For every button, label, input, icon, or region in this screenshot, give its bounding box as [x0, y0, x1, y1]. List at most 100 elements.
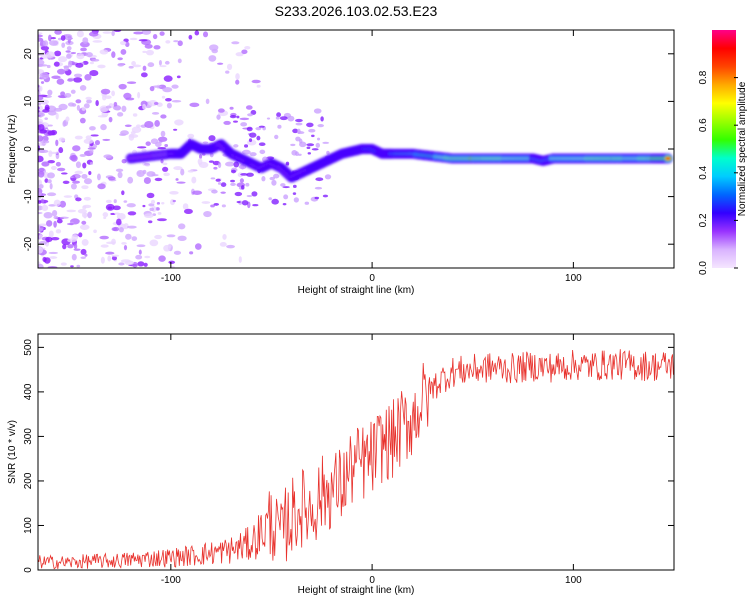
spectrogram-noise-blob [202, 141, 209, 144]
spectrogram-noise-blob [48, 150, 53, 158]
spectrogram-noise-blob [123, 223, 129, 230]
spectrogram-noise-blob [258, 125, 265, 128]
spectrogram-noise-blob [79, 85, 87, 91]
spectrogram-noise-blob [158, 255, 166, 262]
spectrogram-noise-blob [201, 201, 211, 204]
spectrogram-noise-blob [283, 194, 289, 200]
spectrogram-noise-blob [258, 142, 266, 147]
spectrogram-noise-blob [100, 88, 111, 95]
colorbar-scale [712, 30, 736, 268]
spectrogram-y-axis-label: Frequency (Hz) [7, 115, 18, 184]
spectrogram-noise-blob [92, 40, 103, 43]
snr-ticks: -100 0 100 0 100 200 300 400 500 [23, 334, 674, 586]
spectrogram-noise-blob [82, 205, 87, 210]
spectrogram-noise-blob [295, 118, 303, 123]
spectrogram-noise-blob [55, 161, 61, 167]
spectrogram-noise-blob [175, 178, 179, 181]
spectrogram-noise-blob [322, 194, 329, 198]
spectrogram-noise-blob [226, 63, 233, 70]
spectrogram-noise-blob [210, 204, 215, 208]
spectrogram-noise-blob [155, 207, 160, 211]
spectrogram-noise-blob [317, 124, 324, 128]
spectrogram-noise-blob [74, 174, 81, 179]
spectrogram-noise-blob [63, 195, 73, 198]
spectrogram-noise-blob [38, 167, 45, 172]
spectrogram-noise-blob [144, 255, 151, 259]
spectrogram-noise-blob [105, 203, 115, 211]
spectrogram-noise-blob [65, 50, 71, 53]
spectrogram-noise-blob [167, 243, 172, 249]
spectrogram-noise-blob [118, 227, 124, 233]
spectrogram-noise-blob [76, 30, 84, 38]
spectrogram-noise-blob [240, 173, 248, 176]
spectrogram-noise-blob [256, 135, 261, 141]
spectrogram-noise-blob [107, 255, 112, 262]
colorbar-label: Normalized spectral amplitude [737, 81, 748, 216]
spectrogram-noise-blob [43, 211, 53, 219]
spectrogram-noise-blob [115, 168, 124, 172]
spectrogram-noise-blob [251, 191, 258, 197]
spectrogram-noise-blob [53, 199, 61, 207]
spectrogram-noise-blob [76, 53, 85, 60]
spectrogram-noise-blob [162, 87, 173, 93]
spectrogram-noise-blob [293, 197, 299, 203]
spectrogram-noise-blob [169, 190, 179, 195]
spectrogram-noise-blob [308, 128, 316, 133]
spectrogram-y-tick-label: 0 [23, 146, 34, 152]
spectrogram-noise-blob [222, 233, 227, 240]
spectrogram-noise-blob [156, 202, 161, 205]
spectrogram-noise-blob [76, 264, 81, 268]
spectrogram-noise-blob [231, 41, 240, 45]
spectrogram-noise-blob [213, 202, 220, 206]
spectrogram-noise-blob [191, 176, 197, 184]
spectrogram-noise-blob [171, 99, 182, 103]
spectrogram-noise-blob [124, 124, 132, 128]
spectrogram-noise-blob [81, 238, 89, 246]
spectrogram-noise-blob [142, 103, 147, 110]
spectrogram-noise-blob [60, 35, 66, 41]
spectrogram-noise-blob [85, 52, 93, 58]
spectrogram-noise-blob [39, 149, 49, 154]
spectrogram-noise-blob [81, 220, 87, 225]
spectrogram-noise-blob [143, 262, 148, 267]
spectrogram-noise-blob [220, 182, 227, 188]
spectrogram-noise-blob [44, 117, 48, 120]
spectrogram-noise-blob [128, 133, 135, 141]
spectrogram-noise-blob [38, 200, 42, 204]
spectrogram-noise-blob [63, 65, 69, 72]
spectrogram-noise-blob [97, 115, 108, 118]
spectrogram-noise-blob [53, 61, 60, 67]
spectrogram-noise-blob [38, 247, 44, 254]
spectrogram-noise-blob [136, 170, 145, 177]
spectrogram-noise-blob [211, 189, 218, 194]
spectrogram-noise-blob [65, 116, 70, 122]
spectrogram-noise-blob [93, 229, 97, 234]
spectrogram-noise-blob [114, 105, 122, 111]
spectrogram-noise-blob [225, 161, 235, 167]
spectrogram-noise-blob [146, 192, 155, 199]
spectrogram-noise-blob [47, 89, 53, 96]
ridge-core [664, 156, 671, 161]
spectrogram-noise-blob [131, 61, 136, 66]
spectrogram-noise-blob [84, 74, 92, 81]
spectrogram-noise-blob [297, 131, 305, 134]
spectrogram-noise-blob [99, 235, 109, 240]
spectrogram-noise-blob [315, 142, 321, 148]
spectrogram-noise-blob [62, 120, 67, 127]
spectrogram-y-tick-label: -10 [23, 189, 34, 204]
spectrogram-noise-blob [127, 176, 134, 184]
spectrogram-noise-blob [81, 174, 88, 179]
spectrogram-noise-blob [314, 186, 323, 190]
spectrogram-noise-blob [317, 137, 321, 141]
spectrogram-noise-blob [39, 225, 44, 229]
spectrogram-noise-blob [133, 31, 144, 35]
spectrogram-noise-blob [239, 117, 250, 121]
spectrogram-noise-blob [38, 59, 45, 66]
spectrogram-noise-blob [40, 45, 50, 51]
spectrogram-noise-blob [137, 91, 141, 99]
spectrogram-noise-blob [246, 172, 254, 177]
spectrogram-noise-blob [50, 37, 57, 40]
spectrogram-noise-blob [268, 197, 273, 201]
spectrogram-noise-blob [155, 141, 162, 148]
